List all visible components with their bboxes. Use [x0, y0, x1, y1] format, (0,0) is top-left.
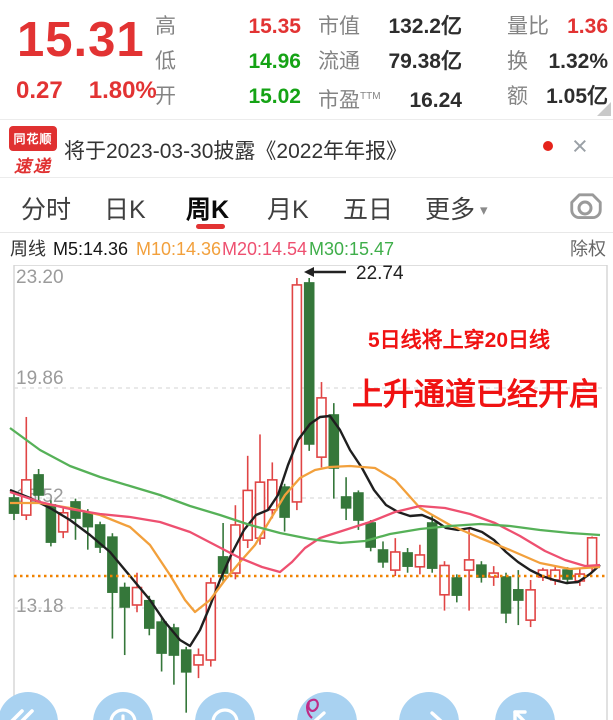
news-bar[interactable]: 同花顺 速递 将于2023-03-30披露《2022年年报》: [0, 120, 613, 177]
zoom-in-icon: [109, 708, 137, 720]
gear-icon: [570, 193, 602, 220]
tab-monthly-k[interactable]: 月K: [267, 196, 309, 224]
tab-weekly-k[interactable]: 周K: [186, 196, 230, 224]
active-tab-underline: [196, 224, 225, 229]
ma20-value: M20:14.54: [222, 239, 308, 259]
zoom-out-button[interactable]: [195, 692, 255, 720]
svg-text:19.86: 19.86: [16, 368, 64, 389]
stat-high: 高 15.35: [155, 15, 301, 38]
stat-open: 开 15.02: [155, 85, 301, 108]
price-change-row: 0.27 1.80%: [16, 77, 157, 105]
news-headline[interactable]: 将于2023-03-30披露《2022年年报》: [64, 140, 408, 163]
tab-daily-k[interactable]: 日K: [104, 196, 146, 224]
zoom-out-icon: [211, 708, 239, 720]
stat-low: 低 14.96: [155, 50, 301, 73]
rewind-icon: [10, 709, 34, 720]
quote-expand-corner[interactable]: [597, 102, 611, 116]
tab-more[interactable]: 更多 ▾: [425, 196, 488, 224]
svg-text:13.18: 13.18: [16, 596, 64, 617]
expand-button[interactable]: [495, 692, 555, 720]
quote-stats-col-2: 市值 132.2亿 流通 79.38亿 市盈TTM 16.24: [318, 9, 462, 114]
quote-stats-col-3: 量比 1.36 换 1.32% 额 1.05亿: [507, 9, 608, 114]
chart-tab-bar: 分时 日K 周K 月K 五日 更多 ▾: [0, 178, 613, 232]
pan-left-button[interactable]: [297, 692, 357, 720]
pan-right-button[interactable]: [399, 692, 459, 720]
logo-subtitle: 速递: [14, 157, 52, 176]
chart-settings-button[interactable]: [565, 186, 607, 231]
ma-indicator-row: 周线 M5:14.36 M10:14.36 M20:14.54 M30:15.4…: [0, 233, 613, 265]
arrow-right-icon: [430, 711, 443, 720]
rewind-button[interactable]: [0, 692, 58, 720]
close-icon[interactable]: ×: [572, 131, 588, 161]
price-change: 0.27: [16, 77, 63, 104]
svg-text:22.74: 22.74: [356, 265, 404, 284]
svg-text:23.20: 23.20: [16, 267, 64, 288]
divider: [0, 232, 613, 233]
divider: [0, 177, 613, 178]
divider: [0, 119, 613, 120]
weekly-kline-chart[interactable]: 23.2019.8616.5213.1822.745日线将上穿20日线上升通道已…: [0, 265, 613, 720]
stat-volume-ratio: 量比 1.36: [507, 15, 608, 38]
logo-badge: 同花顺: [9, 126, 57, 151]
quote-panel: 15.31 0.27 1.80% 高 15.35 低 14.96 开 15.02…: [0, 0, 613, 119]
tab-five-day[interactable]: 五日: [343, 196, 394, 224]
svg-text:5日线将上穿20日线: 5日线将上穿20日线: [368, 328, 550, 352]
arrow-left-icon: [313, 711, 326, 720]
indicator-period-label: 周线: [10, 239, 46, 259]
ths-express-logo: 同花顺 速递: [9, 126, 57, 177]
ex-rights-toggle[interactable]: 除权: [570, 239, 606, 259]
ma5-value: M5:14.36: [53, 239, 129, 259]
quote-stats-col-1: 高 15.35 低 14.96 开 15.02: [155, 9, 301, 114]
svg-text:上升通道已经开启: 上升通道已经开启: [352, 377, 600, 412]
last-price: 15.31: [17, 13, 145, 67]
unread-dot-icon: [543, 141, 553, 151]
stat-turnover-rate: 换 1.32%: [507, 50, 608, 73]
stat-float-cap: 流通 79.38亿: [318, 50, 462, 73]
stat-amount: 额 1.05亿: [507, 85, 608, 108]
ma30-value: M30:15.47: [309, 239, 395, 259]
stat-market-cap: 市值 132.2亿: [318, 15, 462, 38]
chevron-down-icon: ▾: [480, 202, 488, 219]
expand-icon: [513, 710, 527, 720]
price-change-percent: 1.80%: [88, 77, 157, 104]
zoom-in-button[interactable]: [93, 692, 153, 720]
tab-minute[interactable]: 分时: [21, 196, 72, 224]
stat-pe-ttm: 市盈TTM 16.24: [318, 89, 462, 112]
ma10-value: M10:14.36: [136, 239, 222, 259]
